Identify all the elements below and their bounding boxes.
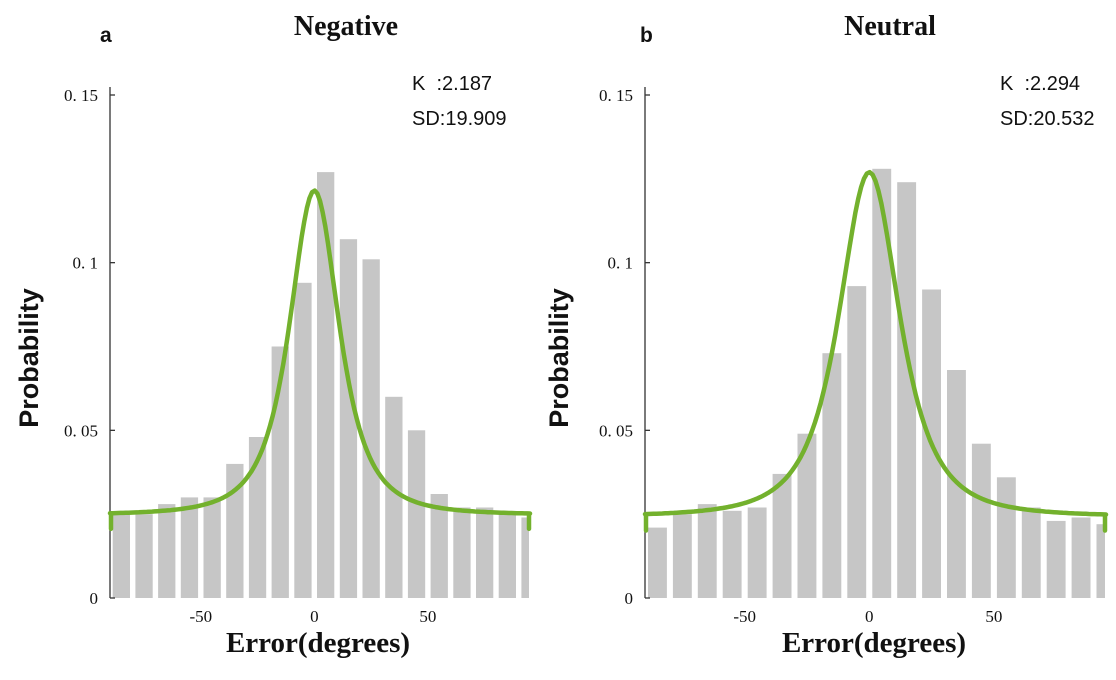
bar — [672, 514, 692, 598]
bar — [248, 437, 267, 598]
bar — [294, 282, 312, 598]
x-tick-label: 50 — [419, 607, 436, 626]
bar — [385, 396, 403, 598]
x-tick-label: 50 — [985, 607, 1002, 626]
bar — [772, 473, 792, 598]
y-axis-label: Probability — [544, 288, 574, 428]
x-tick-label: 0 — [865, 607, 874, 626]
y-tick-label: 0 — [625, 589, 634, 608]
bar — [339, 239, 358, 598]
fit-curve — [642, 169, 1109, 517]
chart-title: Negative — [294, 11, 398, 42]
y-tick-label: 0. 15 — [599, 86, 633, 105]
y-axis-label: Probability — [14, 288, 44, 428]
y-tick-label: 0. 15 — [64, 86, 98, 105]
y-tick-label: 0. 1 — [608, 254, 634, 273]
bar — [648, 527, 667, 598]
bar — [317, 172, 335, 598]
x-tick-label: -50 — [733, 607, 756, 626]
x-axis-label: Error(degrees) — [226, 627, 410, 659]
x-axis-label: Error(degrees) — [782, 627, 966, 659]
kurtosis-annotation: K :2.187 — [412, 73, 492, 95]
x-tick-label: 0 — [310, 607, 319, 626]
sd-annotation: SD:19.909 — [412, 108, 507, 130]
bar — [1046, 520, 1066, 598]
fit-curve — [107, 188, 533, 516]
bar — [407, 430, 426, 598]
bar — [1021, 507, 1041, 598]
panel-letter: b — [640, 24, 653, 47]
x-tick-label: -50 — [189, 607, 212, 626]
bar — [1096, 524, 1105, 598]
bar — [797, 433, 817, 598]
sd-annotation: SD:20.532 — [1000, 108, 1095, 130]
bar — [747, 507, 767, 598]
bar — [897, 182, 917, 598]
bar — [226, 463, 244, 598]
chart-title: Neutral — [844, 11, 936, 42]
y-tick-label: 0. 1 — [73, 254, 99, 273]
panel-letter: a — [100, 24, 112, 47]
y-tick-label: 0 — [90, 589, 99, 608]
y-tick-label: 0. 05 — [599, 421, 633, 440]
bar — [180, 497, 199, 598]
bar — [203, 497, 221, 598]
panel-b: 0 0. 05 0. 1 0. 15 -50 0 50 b Neutral Probability… — [544, 11, 1109, 659]
bar — [453, 507, 471, 598]
bar — [430, 494, 448, 598]
bar — [521, 517, 529, 598]
bar — [158, 504, 176, 598]
bar — [971, 443, 991, 598]
bar — [1071, 517, 1091, 598]
kurtosis-annotation: K :2.294 — [1000, 73, 1080, 95]
bar — [872, 168, 892, 599]
bar — [135, 514, 153, 598]
bar — [822, 353, 842, 598]
panel-a: 0 0. 05 0. 1 0. 15 -50 0 50 a Negative Probabilit… — [14, 11, 533, 659]
bar — [697, 504, 717, 598]
bar — [847, 286, 867, 598]
bar — [476, 507, 494, 598]
bar — [362, 259, 380, 598]
bar — [996, 477, 1016, 598]
bar — [722, 510, 742, 598]
bar — [498, 514, 516, 598]
bar — [112, 514, 130, 598]
y-tick-label: 0. 05 — [64, 421, 98, 440]
